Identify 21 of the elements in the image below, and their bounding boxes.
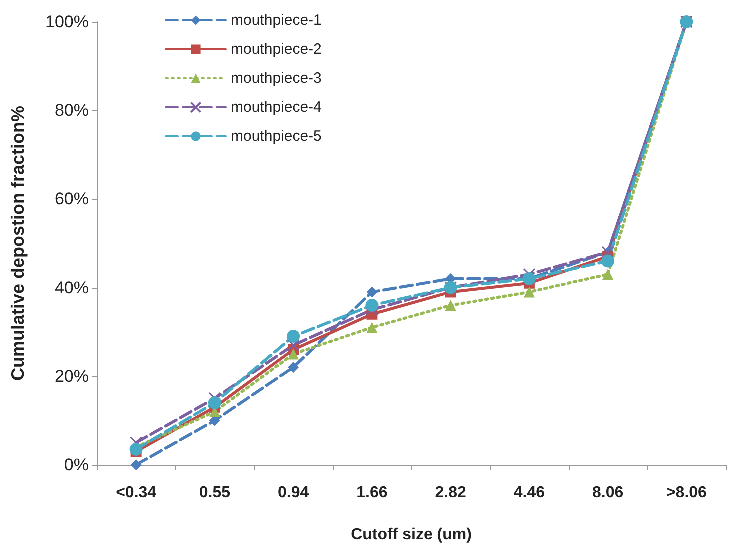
x-tick-label: 1.66 [356, 484, 388, 502]
y-tick-label: 80% [54, 101, 89, 120]
legend-label: mouthpiece-2 [231, 41, 322, 58]
legend-label: mouthpiece-5 [231, 128, 322, 145]
y-axis-title: Cumulative depostion fraction% [8, 106, 28, 382]
y-tick-label: 0% [64, 456, 89, 474]
x-tick-label: 8.06 [592, 484, 624, 502]
x-tick-label: 4.46 [514, 484, 546, 502]
x-tick-label: 2.82 [435, 484, 466, 502]
y-tick-label: 60% [54, 190, 89, 209]
x-tick-label: 0.94 [278, 484, 310, 502]
legend-label: mouthpiece-4 [231, 99, 322, 116]
y-tick-label: 40% [54, 278, 89, 298]
legend-label: mouthpiece-3 [231, 70, 322, 87]
x-tick-label: <0.34 [116, 484, 157, 502]
x-tick-label: >8.06 [666, 484, 708, 502]
x-tick-label: 0.55 [199, 484, 231, 502]
x-axis-title: Cutoff size (um) [351, 526, 472, 544]
y-tick-label: 100% [46, 12, 89, 32]
legend-label: mouthpiece-1 [231, 12, 322, 29]
y-tick-label: 20% [54, 366, 89, 386]
